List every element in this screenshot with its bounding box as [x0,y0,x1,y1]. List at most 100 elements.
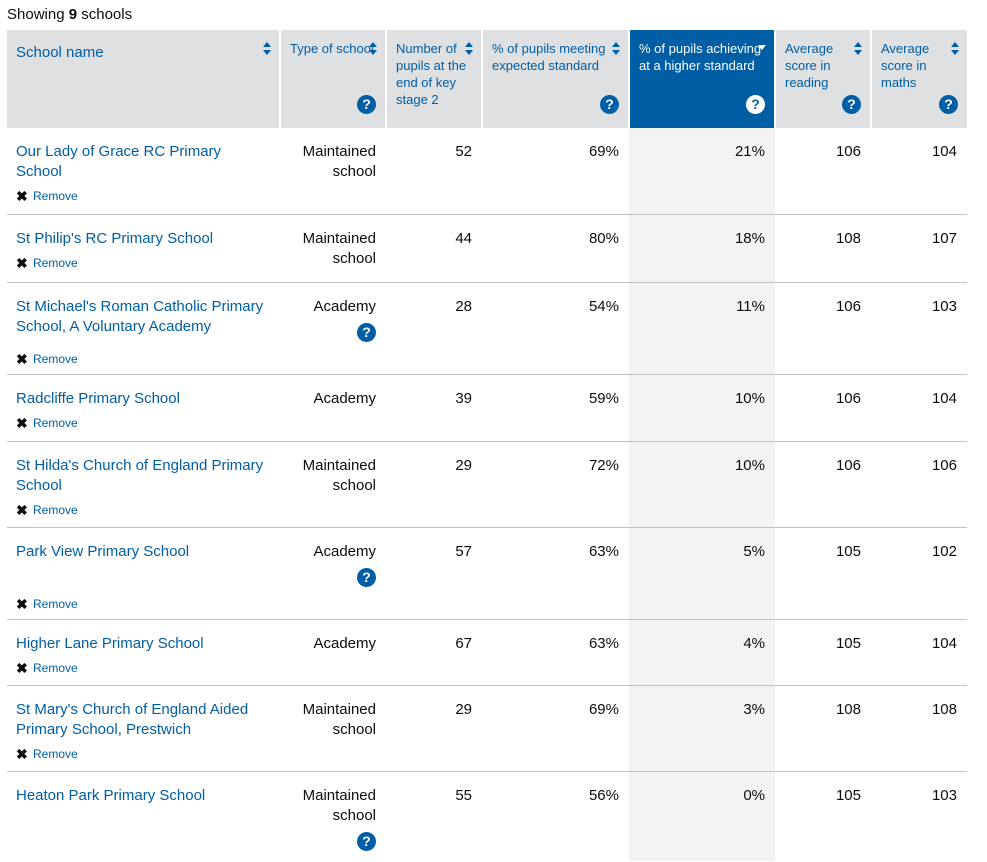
remove-icon: ✖ [16,350,28,367]
maths-score: 108 [871,685,967,772]
maths-score: 104 [871,619,967,686]
school-type: Maintained school [280,685,386,772]
remove-label: Remove [33,351,78,366]
school-link[interactable]: St Hilda's Church of England Primary Sch… [16,456,264,494]
maths-score: 102 [871,527,967,620]
remove-label: Remove [33,415,78,430]
school-link[interactable]: St Michael's Roman Catholic Primary Scho… [16,297,264,335]
table-row: St Mary's Church of England Aided Primar… [7,685,967,772]
help-icon[interactable]: ? [939,95,958,114]
school-link[interactable]: St Mary's Church of England Aided Primar… [16,700,249,738]
sort-arrows-icon[interactable] [263,42,271,55]
school-type: Maintained school [280,441,386,528]
school-name-cell: Park View Primary School ✖ Remove [7,527,280,620]
table-row: St Philip's RC Primary School ✖ Remove Ma… [7,214,967,283]
school-type-cell: Academy ? [280,282,386,375]
column-header-number-of-pupils[interactable]: Number of pupils at the end of key stage… [386,30,483,128]
help-icon[interactable]: ? [289,322,376,343]
pupils-count: 29 [386,441,482,528]
column-header-higher-standard[interactable]: % of pupils achieving at a higher standa… [629,30,776,128]
school-count: 9 [68,6,78,23]
sort-arrows-icon[interactable] [854,42,862,55]
remove-label: Remove [33,255,78,270]
column-header-average-reading[interactable]: Average score in reading ? [775,30,872,128]
school-name-cell: Radcliffe Primary School ✖ Remove [7,374,280,442]
remove-button[interactable]: ✖ Remove [16,661,270,675]
remove-label: Remove [33,502,78,517]
help-icon[interactable]: ? [289,567,376,588]
school-type: Academy [280,374,386,442]
table-row: Radcliffe Primary School ✖ Remove Academy… [7,374,967,442]
higher-standard: 18% [629,214,775,283]
sort-descending-icon[interactable] [758,42,766,55]
reading-score: 105 [775,527,871,620]
school-link[interactable]: Park View Primary School [16,542,190,560]
school-type: Maintained school [302,786,376,824]
help-icon[interactable]: ? [842,95,861,114]
pupils-count: 55 [455,786,472,804]
expected-standard: 54% [482,282,629,375]
help-icon[interactable]: ? [600,95,619,114]
help-icon[interactable]: ? [289,831,376,852]
maths-score: 104 [871,374,967,442]
school-link[interactable]: Heaton Park Primary School [16,786,206,804]
column-label: School name [16,44,104,61]
school-link[interactable]: Our Lady of Grace RC Primary School [16,143,222,180]
help-icon[interactable]: ? [357,95,376,114]
sort-arrows-icon[interactable] [951,42,959,55]
column-label: % of pupils meeting expected standard [492,41,606,73]
expected-standard: 72% [482,441,629,528]
maths-score: 107 [871,214,967,283]
column-header-expected-standard[interactable]: % of pupils meeting expected standard ? [482,30,630,128]
remove-icon: ✖ [16,595,28,612]
expected-standard: 63% [482,527,629,620]
school-type-cell: Maintained school ? [280,771,386,861]
school-type-cell: Academy ? [280,527,386,620]
reading-score: 106 [775,374,871,442]
summary-suffix: schools [81,6,133,23]
remove-button[interactable]: ✖ Remove [16,352,270,366]
school-link[interactable]: Higher Lane Primary School [16,634,204,652]
sort-arrows-icon[interactable] [465,42,473,55]
table-row: St Hilda's Church of England Primary Sch… [7,441,967,528]
help-icon[interactable]: ? [746,95,765,114]
school-link[interactable]: Radcliffe Primary School [16,389,180,407]
table-row: St Michael's Roman Catholic Primary Scho… [7,282,967,375]
school-name-cell: Higher Lane Primary School ✖ Remove [7,619,280,686]
column-header-type-of-school[interactable]: Type of school ? [280,30,387,128]
remove-icon: ✖ [16,414,28,431]
pupils-count: 39 [386,374,482,442]
school-name-cell: St Hilda's Church of England Primary Sch… [7,441,280,528]
summary-prefix: Showing [7,6,65,23]
school-type: Academy [313,542,376,560]
remove-button[interactable]: ✖ Remove [16,503,270,517]
sort-arrows-icon[interactable] [369,42,377,55]
column-label: Type of school [290,41,374,56]
results-summary: Showing 9 schools [7,6,132,24]
pupils-count: 52 [386,128,482,215]
school-type: Academy [280,619,386,686]
higher-standard: 5% [629,527,775,620]
reading-score: 106 [775,441,871,528]
column-label: Number of pupils at the end of key stage… [396,41,467,107]
reading-score: 105 [775,619,871,686]
school-name-cell: St Mary's Church of England Aided Primar… [7,685,280,772]
school-name-cell: St Philip's RC Primary School ✖ Remove [7,214,280,283]
remove-label: Remove [33,189,78,203]
column-header-school-name[interactable]: School name [7,30,281,128]
higher-standard: 10% [629,441,775,528]
column-label: % of pupils achieving at a higher standa… [639,41,762,73]
remove-button[interactable]: ✖ Remove [16,747,270,761]
reading-score: 108 [775,685,871,772]
table-header-row: School name Type of school ? Number of p… [7,30,967,128]
sort-arrows-icon[interactable] [612,42,620,55]
remove-icon: ✖ [16,254,28,271]
pupils-count: 44 [386,214,482,283]
remove-button[interactable]: ✖ Remove [16,256,270,270]
column-header-average-maths[interactable]: Average score in maths ? [871,30,967,128]
remove-button[interactable]: ✖ Remove [16,189,270,203]
remove-button[interactable]: ✖ Remove [16,416,270,430]
reading-score: 105 [835,786,861,804]
remove-button[interactable]: ✖ Remove [16,597,270,611]
school-link[interactable]: St Philip's RC Primary School [16,229,214,247]
